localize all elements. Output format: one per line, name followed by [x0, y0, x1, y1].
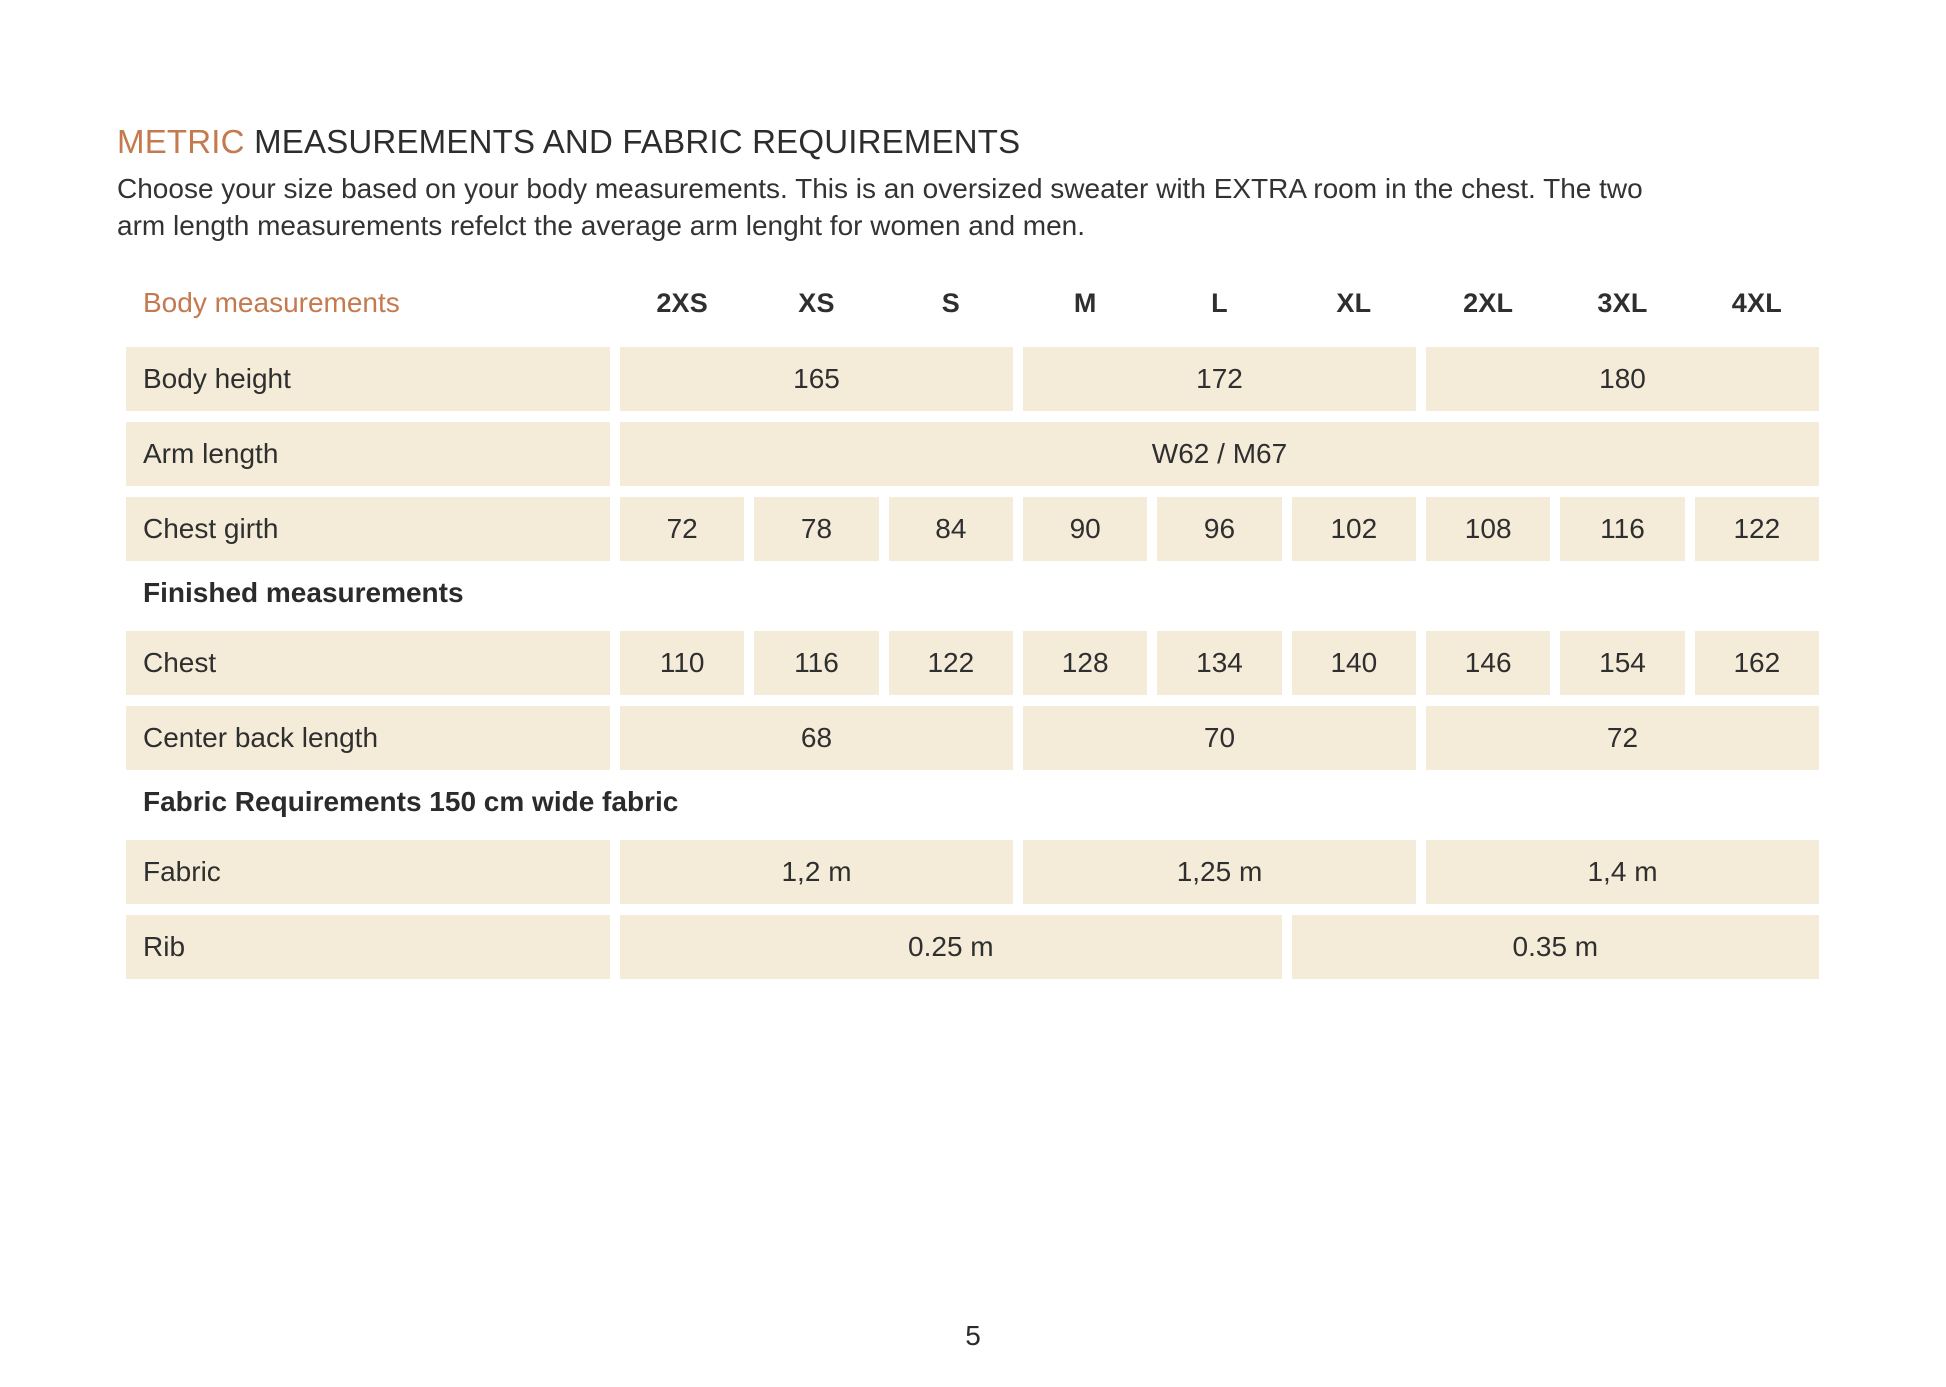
size-column-header-m: M — [1073, 287, 1097, 318]
row-label: Arm length — [126, 422, 610, 486]
table-row: Body height 165 172 180 — [126, 347, 1819, 411]
size-column-header-2xs: 2XS — [656, 287, 708, 318]
value-cell: 162 — [1694, 631, 1819, 695]
size-column-header-l: L — [1211, 287, 1228, 318]
table-row: Arm length W62 / M67 — [126, 422, 1819, 486]
value-cell: 165 — [620, 347, 1013, 411]
value-cell: 1,2 m — [620, 840, 1013, 904]
size-column-header-2xl: 2XL — [1463, 287, 1514, 318]
value-cell: 1,25 m — [1023, 840, 1416, 904]
value-cell: 70 — [1023, 706, 1416, 770]
size-column-header-xl: XL — [1336, 287, 1372, 318]
section-header: Fabric Requirements 150 cm wide fabric — [143, 786, 679, 817]
value-cell: 84 — [888, 497, 1013, 561]
size-column-header-xs: XS — [798, 287, 835, 318]
value-cell: 122 — [1694, 497, 1819, 561]
value-cell: 146 — [1426, 631, 1551, 695]
table-row: Rib 0.25 m 0.35 m — [126, 915, 1819, 979]
size-column-header-3xl: 3XL — [1597, 287, 1648, 318]
value-cell: 134 — [1157, 631, 1282, 695]
value-cell: 78 — [754, 497, 879, 561]
value-cell: 116 — [1560, 497, 1685, 561]
title-accent: METRIC — [117, 123, 245, 160]
value-cell: 128 — [1023, 631, 1148, 695]
table-row: Center back length 68 70 72 — [126, 706, 1819, 770]
body-measurements-label: Body measurements — [143, 287, 400, 318]
table-row: Chest 110 116 122 128 134 140 146 154 162 — [126, 631, 1819, 695]
value-cell: 90 — [1023, 497, 1148, 561]
value-cell: 172 — [1023, 347, 1416, 411]
value-cell: 96 — [1157, 497, 1282, 561]
table-row: Fabric 1,2 m 1,25 m 1,4 m — [126, 840, 1819, 904]
value-cell: 140 — [1291, 631, 1416, 695]
row-label: Rib — [126, 915, 610, 979]
table-header-row: Body measurements 2XS XS S M L XL 2XL 3XL 4XL — [126, 286, 1819, 320]
row-label: Body height — [126, 347, 610, 411]
value-cell: 122 — [888, 631, 1013, 695]
size-column-header-4xl: 4XL — [1731, 287, 1782, 318]
value-cell: 102 — [1291, 497, 1416, 561]
intro-line-2: arm length measurements refelct the aver… — [117, 210, 1086, 241]
value-cell: 110 — [620, 631, 745, 695]
row-label: Center back length — [126, 706, 610, 770]
intro-text: Choose your size based on your body meas… — [117, 170, 1829, 244]
value-cell: 116 — [754, 631, 879, 695]
page-number: 5 — [965, 1320, 981, 1351]
value-cell: 72 — [620, 497, 745, 561]
value-cell: 154 — [1560, 631, 1685, 695]
row-label: Chest girth — [126, 497, 610, 561]
row-label: Fabric — [126, 840, 610, 904]
value-cell: 0.25 m — [620, 915, 1282, 979]
table-row: Chest girth 72 78 84 90 96 102 108 116 122 — [126, 497, 1819, 561]
value-cell: 108 — [1426, 497, 1551, 561]
size-column-header-s: S — [941, 287, 960, 318]
page-content: METRIC MEASUREMENTS AND FABRIC REQUIREME… — [117, 122, 1829, 990]
title-rest: MEASUREMENTS AND FABRIC REQUIREMENTS — [254, 123, 1021, 160]
page-title: METRIC MEASUREMENTS AND FABRIC REQUIREME… — [117, 122, 1829, 162]
value-cell: 68 — [620, 706, 1013, 770]
section-header: Finished measurements — [143, 577, 464, 608]
measurement-table: Body measurements 2XS XS S M L XL 2XL 3XL 4XL Body… — [126, 286, 1819, 979]
value-cell: 72 — [1426, 706, 1819, 770]
value-cell: W62 / M67 — [620, 422, 1819, 486]
intro-line-1: Choose your size based on your body meas… — [117, 173, 1643, 204]
value-cell: 0.35 m — [1291, 915, 1819, 979]
value-cell: 180 — [1426, 347, 1819, 411]
value-cell: 1,4 m — [1426, 840, 1819, 904]
row-label: Chest — [126, 631, 610, 695]
